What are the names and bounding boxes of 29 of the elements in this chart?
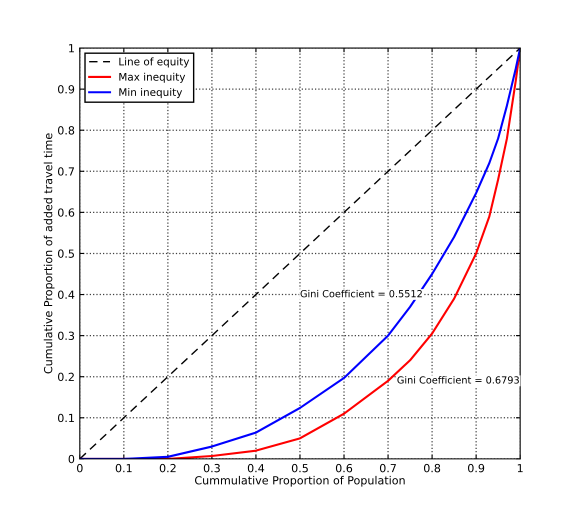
x-tick-label: 0.7 <box>380 464 396 472</box>
y-tick-label: 0.7 <box>58 167 74 176</box>
x-tick-label: 0.5 <box>292 464 308 472</box>
x-tick-label: 0.6 <box>336 464 352 472</box>
legend-label: Max inequity <box>119 72 186 83</box>
legend-label: Min inequity <box>119 88 182 98</box>
x-tick-label: 0.4 <box>248 464 264 472</box>
y-tick-label: 0.6 <box>58 208 74 217</box>
y-tick-label: 0.2 <box>58 372 74 382</box>
y-axis-title: Cumulative Proportion of added travel time <box>44 133 54 374</box>
annotation: Gini Coefficient = 0.6793 <box>397 376 519 384</box>
y-tick-label: 0.5 <box>58 249 74 258</box>
x-tick-label: 0.9 <box>468 464 484 472</box>
x-tick-label: 0 <box>77 464 83 472</box>
x-tick-label: 1 <box>518 464 523 472</box>
legend-label: Line of equity <box>119 57 190 68</box>
x-tick-label: 0.1 <box>116 464 132 472</box>
y-tick-label: 0.1 <box>58 414 74 422</box>
y-tick-label: 0.4 <box>58 290 74 299</box>
annotation: Gini Coefficient = 0.5512 <box>300 290 422 298</box>
x-tick-label: 0.8 <box>424 464 440 472</box>
x-axis-title: Cummulative Proportion of Population <box>194 476 405 487</box>
y-tick-label: 0.3 <box>58 332 74 340</box>
y-tick-label: 0 <box>68 454 74 464</box>
y-tick-label: 0.9 <box>58 85 74 94</box>
x-tick-label: 0.2 <box>160 464 176 472</box>
y-tick-label: 1 <box>69 44 74 52</box>
y-tick-label: 0.8 <box>58 126 74 135</box>
x-tick-label: 0.3 <box>204 464 220 472</box>
